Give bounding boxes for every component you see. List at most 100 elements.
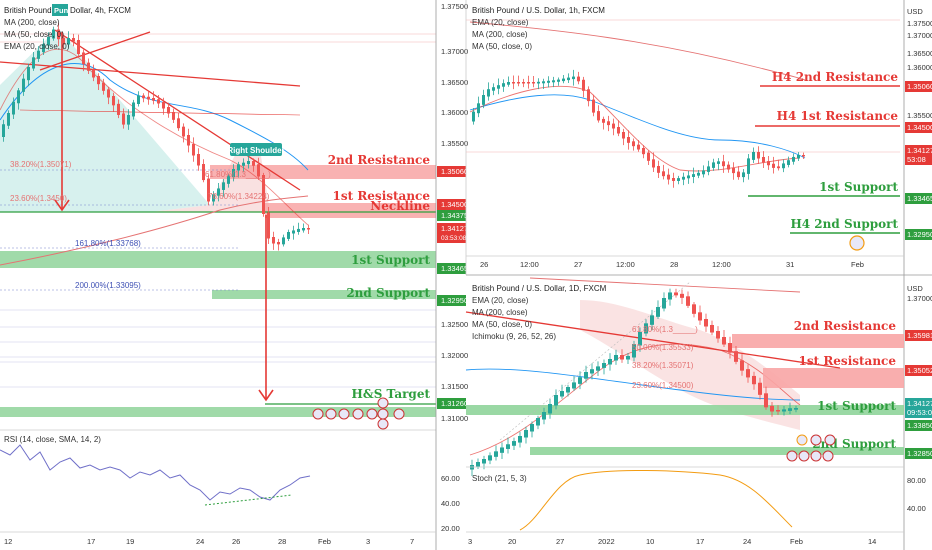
tr-event-flag[interactable] [849, 235, 865, 251]
candle-body [122, 113, 125, 125]
fib-2360: 23.60%(1.3450) [10, 194, 67, 203]
tr-ma200 [469, 21, 806, 81]
candle-body [492, 87, 495, 91]
br-ind3: MA (50, close, 0) [472, 320, 532, 329]
candle-body [506, 444, 510, 449]
left-price-axis: 1.37500 1.37000 1.36500 1.36000 1.35500 … [437, 2, 468, 533]
candle-body [560, 391, 564, 397]
candle-body [776, 410, 780, 412]
bottom-right-chart-1d[interactable]: 2nd Resistance 1st Resistance 1st Suppor… [465, 274, 932, 546]
candle-body [557, 79, 560, 82]
candle-body [592, 99, 595, 113]
left-trendline-3 [39, 31, 151, 71]
candle-body [147, 96, 150, 100]
svg-text:12:00: 12:00 [616, 260, 635, 269]
candle-body [722, 161, 725, 167]
candle-body [127, 115, 130, 125]
candle-body [797, 155, 800, 159]
svg-text:1.35052: 1.35052 [907, 366, 932, 375]
tr-title: British Pound / U.S. Dollar, 1h, FXCM [472, 6, 605, 15]
candle-body [257, 164, 260, 177]
tr-ind3: MA (50, close, 0) [472, 42, 532, 51]
top-right-chart-1h[interactable]: H4 2nd Resistance H4 1st Resistance 1st … [465, 0, 932, 550]
candle-body [137, 95, 140, 104]
candle-body [652, 159, 655, 168]
candle-body [277, 242, 280, 245]
svg-text:3: 3 [468, 537, 472, 546]
rsi-line [0, 444, 311, 501]
left-ind1: MA (200, close) [4, 18, 60, 27]
candle-body [596, 366, 600, 371]
candle-body [620, 355, 624, 360]
left-candles [2, 22, 310, 251]
svg-text:1.36500: 1.36500 [441, 78, 468, 87]
candle-body [217, 188, 220, 196]
candle-body [87, 62, 90, 71]
right-shoulder-label: Right Shoulder [227, 146, 284, 155]
br-event-flags[interactable] [786, 434, 836, 462]
candle-body [662, 298, 666, 309]
candle-body [272, 237, 275, 244]
candle-body [536, 418, 540, 426]
svg-text:1.34500: 1.34500 [441, 200, 468, 209]
candle-body [647, 152, 650, 161]
svg-text:Feb: Feb [318, 537, 331, 546]
tr-time-axis: 26 12:00 27 12:00 28 12:00 31 Feb [480, 260, 864, 269]
candle-body [650, 315, 654, 325]
candle-body [502, 83, 505, 87]
candle-body [302, 228, 305, 231]
svg-text:53:08: 53:08 [907, 155, 926, 164]
candle-body [172, 112, 175, 120]
candle-body [672, 178, 675, 181]
br-fib-5000: 50.00%(1.35533) [632, 343, 694, 352]
tr-ind1: EMA (20, close) [472, 18, 529, 27]
svg-text:1.34127: 1.34127 [441, 224, 468, 233]
svg-text:80.00: 80.00 [907, 476, 926, 485]
candle-body [132, 102, 135, 117]
br-ma50 [465, 368, 801, 401]
svg-text:1.36000: 1.36000 [441, 108, 468, 117]
candle-body [602, 118, 605, 123]
candle-body [152, 98, 155, 101]
candle-body [577, 76, 580, 82]
candle-body [57, 29, 60, 40]
svg-text:12: 12 [4, 537, 12, 546]
candle-body [602, 363, 606, 368]
candle-body [758, 382, 762, 395]
svg-text:1.32000: 1.32000 [441, 351, 468, 360]
candle-body [746, 369, 750, 378]
left-chart-4h[interactable]: 2nd Resistance 1st Resistance Neckline 1… [0, 0, 468, 550]
left-event-flags[interactable] [312, 397, 405, 430]
svg-text:3: 3 [366, 537, 370, 546]
candle-body [27, 67, 30, 81]
br-time-axis: 3 20 27 2022 10 17 24 Feb 14 [468, 537, 876, 546]
candle-body [476, 462, 480, 467]
br-price-axis: USD 1.37000 1.35981 1.35052 1.34127 09:5… [905, 284, 932, 513]
svg-text:20.00: 20.00 [441, 524, 460, 533]
br-fib-2360: 23.60%(1.34500) [632, 381, 694, 390]
svg-text:1.34500: 1.34500 [907, 123, 932, 132]
candle-body [614, 355, 618, 361]
fib-16180: 161.80%(1.33768) [75, 239, 141, 248]
candle-body [32, 57, 35, 69]
candle-body [657, 166, 660, 173]
svg-text:26: 26 [480, 260, 488, 269]
candle-body [692, 304, 696, 314]
candle-body [107, 89, 110, 98]
left-title-box [52, 4, 68, 16]
candle-body [202, 164, 205, 181]
candle-body [607, 121, 610, 126]
pattern-right-area [150, 145, 270, 212]
candle-body [67, 38, 70, 45]
candle-body [597, 111, 600, 121]
candle-body [742, 172, 745, 178]
left-trendline-2 [54, 29, 301, 191]
candle-body [542, 412, 546, 420]
candle-body [632, 141, 635, 147]
br-fib-3820: 38.20%(1.35071) [632, 361, 694, 370]
candle-body [282, 237, 285, 245]
candle-body [72, 38, 75, 42]
candle-body [632, 344, 636, 358]
candle-body [772, 163, 775, 168]
candle-body [77, 40, 80, 54]
